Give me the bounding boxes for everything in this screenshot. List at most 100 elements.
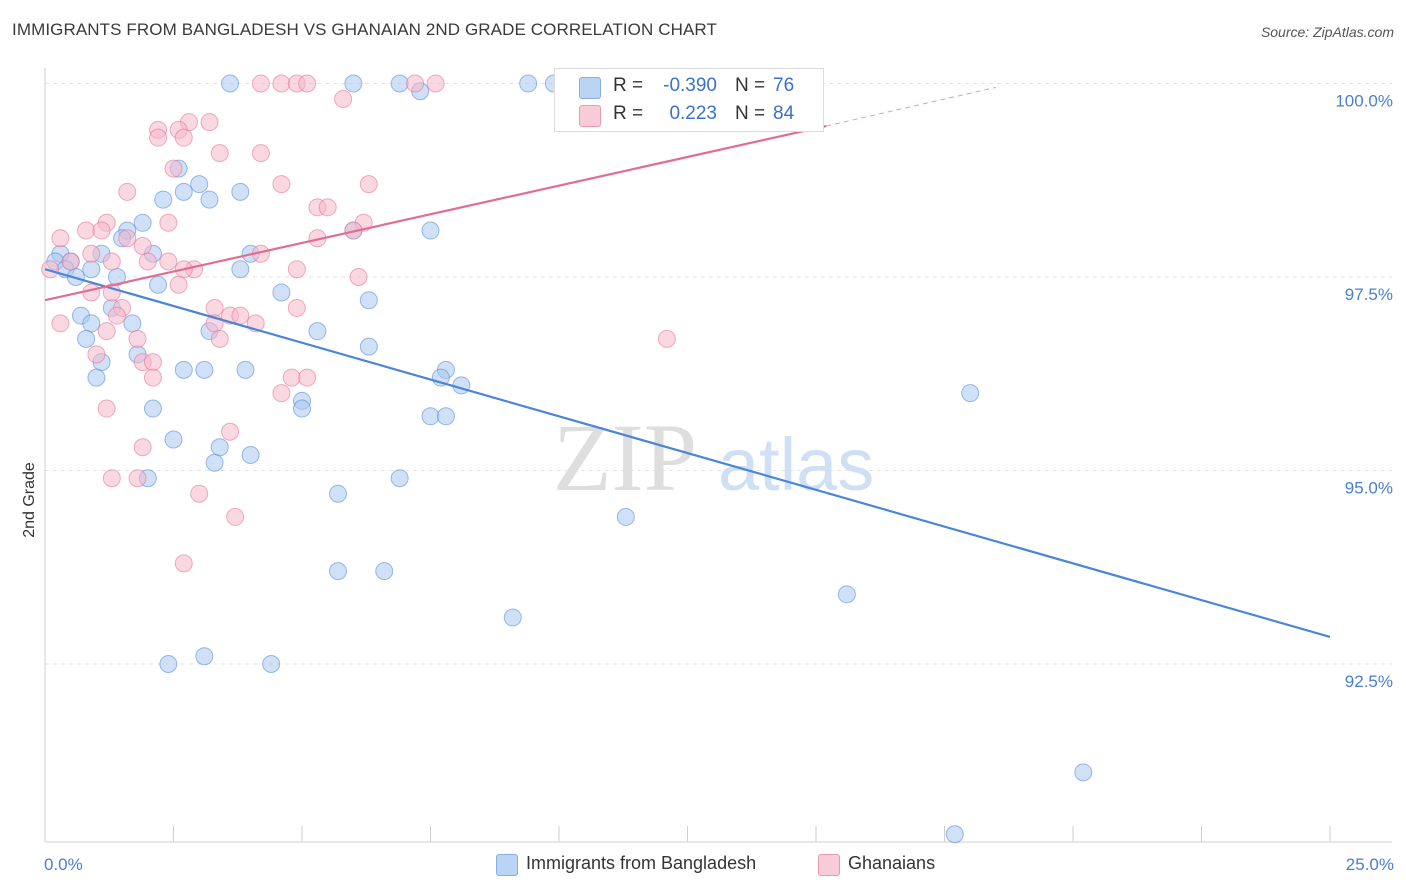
legend-row-bangladesh: R = -0.390 N = 76 bbox=[555, 73, 823, 101]
point-ghanaians bbox=[118, 229, 137, 248]
point-ghanaians bbox=[41, 260, 60, 279]
point-ghanaians bbox=[251, 144, 270, 163]
point-ghanaians bbox=[143, 353, 162, 372]
point-bangladesh bbox=[961, 384, 980, 403]
legend-row-ghanaians: R = 0.223 N = 84 bbox=[555, 101, 823, 129]
point-ghanaians bbox=[334, 89, 353, 108]
point-ghanaians bbox=[138, 252, 157, 271]
chart-title: IMMIGRANTS FROM BANGLADESH VS GHANAIAN 2… bbox=[12, 20, 717, 39]
point-bangladesh bbox=[231, 182, 250, 201]
point-bangladesh bbox=[519, 74, 538, 93]
y-axis-label: 2nd Grade bbox=[21, 462, 38, 538]
point-ghanaians bbox=[92, 221, 111, 240]
point-ghanaians bbox=[174, 554, 193, 573]
point-ghanaians bbox=[298, 368, 317, 387]
point-ghanaians bbox=[272, 74, 291, 93]
point-bangladesh bbox=[375, 562, 394, 581]
point-bangladesh bbox=[159, 654, 178, 673]
point-ghanaians bbox=[298, 74, 317, 93]
point-bangladesh bbox=[82, 314, 101, 333]
point-bangladesh bbox=[174, 182, 193, 201]
point-bangladesh bbox=[174, 360, 193, 379]
chart-source: Source: ZipAtlas.com bbox=[1260, 24, 1394, 40]
point-bangladesh bbox=[200, 190, 219, 209]
point-bangladesh bbox=[231, 260, 250, 279]
point-ghanaians bbox=[102, 469, 121, 488]
point-bangladesh bbox=[344, 74, 363, 93]
data-points bbox=[41, 74, 1093, 844]
point-bangladesh bbox=[421, 407, 440, 426]
point-bangladesh bbox=[837, 585, 856, 604]
watermark-atlas: atlas bbox=[718, 423, 874, 506]
point-ghanaians bbox=[272, 175, 291, 194]
point-bangladesh bbox=[77, 329, 96, 348]
point-ghanaians bbox=[118, 182, 137, 201]
point-bangladesh bbox=[87, 368, 106, 387]
point-bangladesh bbox=[328, 484, 347, 503]
y-tick-labels: 92.5% 95.0% 97.5% 100.0% bbox=[1335, 91, 1393, 691]
point-bangladesh bbox=[195, 647, 214, 666]
point-ghanaians bbox=[82, 244, 101, 263]
point-bangladesh bbox=[221, 74, 240, 93]
point-bangladesh bbox=[328, 562, 347, 581]
point-ghanaians bbox=[159, 213, 178, 232]
point-bangladesh bbox=[154, 190, 173, 209]
point-bangladesh bbox=[359, 337, 378, 356]
legend-n-value: 76 bbox=[773, 75, 795, 96]
series-legend: Immigrants from Bangladesh Ghanaians bbox=[0, 850, 1406, 880]
point-bangladesh bbox=[143, 399, 162, 418]
trend-line-bangladesh bbox=[44, 268, 1331, 638]
point-ghanaians bbox=[143, 368, 162, 387]
point-ghanaians bbox=[287, 260, 306, 279]
point-bangladesh bbox=[195, 360, 214, 379]
y-tick-label: 97.5% bbox=[1345, 285, 1393, 304]
point-ghanaians bbox=[359, 175, 378, 194]
trend-line-ghanaians bbox=[44, 124, 827, 302]
axes bbox=[44, 68, 1392, 843]
point-bangladesh bbox=[452, 376, 471, 395]
legend-n-label: N = bbox=[735, 103, 766, 124]
point-bangladesh bbox=[82, 260, 101, 279]
trend-lines bbox=[44, 86, 1331, 638]
point-bangladesh bbox=[503, 608, 522, 627]
point-ghanaians bbox=[200, 113, 219, 132]
point-ghanaians bbox=[205, 298, 224, 317]
point-ghanaians bbox=[251, 74, 270, 93]
point-ghanaians bbox=[97, 399, 116, 418]
legend-r-value: 0.223 bbox=[669, 103, 717, 124]
legend-r-value: -0.390 bbox=[663, 75, 717, 96]
point-ghanaians bbox=[82, 283, 101, 302]
legend-label-bangladesh: Immigrants from Bangladesh bbox=[526, 853, 757, 873]
point-bangladesh bbox=[190, 175, 209, 194]
legend-n-label: N = bbox=[735, 75, 766, 96]
point-ghanaians bbox=[87, 345, 106, 364]
legend-swatch-ghanaians bbox=[818, 854, 840, 876]
point-ghanaians bbox=[107, 306, 126, 325]
point-ghanaians bbox=[133, 237, 152, 256]
point-bangladesh bbox=[272, 283, 291, 302]
point-bangladesh bbox=[1074, 763, 1093, 782]
point-bangladesh bbox=[436, 407, 455, 426]
point-bangladesh bbox=[390, 74, 409, 93]
point-ghanaians bbox=[210, 329, 229, 348]
point-ghanaians bbox=[287, 298, 306, 317]
point-ghanaians bbox=[210, 144, 229, 163]
legend-label-ghanaians: Ghanaians bbox=[848, 853, 936, 873]
x-tick-label-min: 0.0% bbox=[44, 855, 83, 874]
point-ghanaians bbox=[77, 221, 96, 240]
y-tick-label: 95.0% bbox=[1345, 478, 1393, 497]
point-ghanaians bbox=[221, 422, 240, 441]
point-bangladesh bbox=[123, 314, 142, 333]
point-ghanaians bbox=[226, 507, 245, 526]
point-bangladesh bbox=[205, 453, 224, 472]
point-ghanaians bbox=[128, 329, 147, 348]
point-ghanaians bbox=[61, 252, 80, 271]
point-bangladesh bbox=[945, 825, 964, 844]
point-ghanaians bbox=[159, 252, 178, 271]
y-tick-label: 92.5% bbox=[1345, 672, 1393, 691]
y-tick-label: 100.0% bbox=[1335, 91, 1393, 110]
point-ghanaians bbox=[51, 314, 70, 333]
point-bangladesh bbox=[210, 438, 229, 457]
point-bangladesh bbox=[149, 275, 168, 294]
